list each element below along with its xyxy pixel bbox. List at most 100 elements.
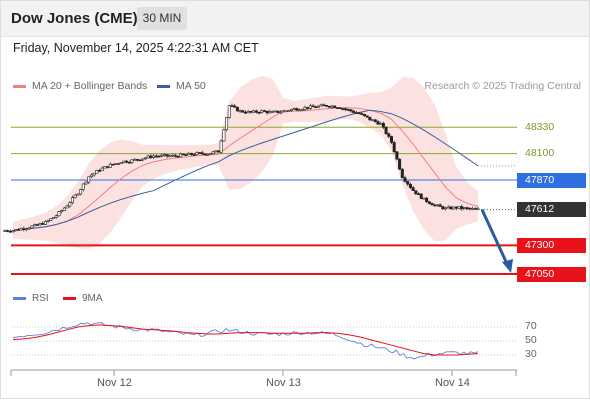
candle-down xyxy=(354,112,358,114)
candle-up xyxy=(208,153,212,155)
candle xyxy=(225,116,229,132)
candle-up xyxy=(211,151,215,154)
candle-up xyxy=(238,110,242,112)
candle xyxy=(16,228,20,231)
candle-up xyxy=(27,227,31,230)
candle xyxy=(84,181,88,186)
candle xyxy=(119,162,123,165)
candle xyxy=(311,103,315,108)
candle xyxy=(95,169,99,174)
candle-down xyxy=(265,110,269,114)
candle xyxy=(273,110,277,113)
candle xyxy=(19,227,23,231)
candle xyxy=(108,162,112,168)
candle xyxy=(227,105,231,119)
candle xyxy=(233,104,237,108)
candle-up xyxy=(95,169,99,174)
candle-down xyxy=(460,206,464,209)
candle-down xyxy=(395,151,399,160)
candle xyxy=(87,176,91,185)
candle-down xyxy=(98,169,102,172)
candle xyxy=(325,105,329,107)
candle-up xyxy=(19,228,23,231)
candle-up xyxy=(119,162,123,165)
candle-up xyxy=(49,218,53,221)
candle xyxy=(57,211,61,217)
candle xyxy=(298,108,302,112)
candle xyxy=(238,109,242,114)
candle-up xyxy=(206,154,210,156)
candle-up xyxy=(92,172,96,176)
candle-down xyxy=(127,161,131,164)
candle-down xyxy=(314,106,318,109)
rsi-level-30: 30 xyxy=(525,348,537,360)
candle xyxy=(403,175,407,183)
candle xyxy=(216,149,220,153)
candle-up xyxy=(146,155,150,159)
candle-down xyxy=(111,163,115,166)
candle xyxy=(46,219,50,223)
candle-down xyxy=(322,104,326,107)
candle-down xyxy=(149,155,153,158)
candle-down xyxy=(408,183,412,188)
candle-up xyxy=(279,111,283,114)
candle xyxy=(181,153,185,156)
timeframe-badge[interactable]: 30 MIN xyxy=(137,7,187,30)
candle-down xyxy=(176,155,180,158)
candle-down xyxy=(465,207,469,209)
candle-up xyxy=(133,159,137,161)
candle xyxy=(22,226,26,232)
candle xyxy=(8,229,12,233)
candle xyxy=(198,152,202,154)
candle xyxy=(392,140,396,153)
candle-down xyxy=(419,193,423,199)
candle xyxy=(79,188,83,196)
candle-down xyxy=(125,160,129,163)
rsi-ma-swatch xyxy=(63,297,76,300)
candle-down xyxy=(230,105,234,107)
candle-down xyxy=(333,105,337,108)
candle-up xyxy=(260,110,264,113)
candle-up xyxy=(160,154,164,157)
candle-up xyxy=(214,150,218,153)
candle xyxy=(195,151,199,156)
candle xyxy=(344,107,348,112)
candle-up xyxy=(292,108,296,110)
candle-down xyxy=(352,110,356,113)
candle xyxy=(460,204,464,211)
candle xyxy=(268,109,272,114)
candle xyxy=(160,153,164,158)
candle xyxy=(219,139,223,154)
candle xyxy=(149,154,153,159)
candle xyxy=(135,159,139,162)
candle-up xyxy=(300,108,304,111)
candle-up xyxy=(316,105,320,108)
candle-down xyxy=(360,113,364,115)
candle xyxy=(138,159,142,162)
candle xyxy=(389,135,393,145)
candle-up xyxy=(298,109,302,112)
candle xyxy=(316,105,320,108)
candle-down xyxy=(244,111,248,114)
candle xyxy=(314,105,318,109)
candle xyxy=(116,162,120,166)
candle-down xyxy=(295,108,299,111)
candle-down xyxy=(392,142,396,153)
candle-down xyxy=(173,154,177,157)
candle xyxy=(192,153,196,156)
candle-down xyxy=(406,181,410,185)
bollinger-bands xyxy=(13,75,478,250)
candle xyxy=(76,193,80,196)
level-label-47870: 47870 xyxy=(517,172,586,188)
candle xyxy=(38,222,42,226)
candle-down xyxy=(184,154,188,156)
candle xyxy=(157,155,161,158)
candle-down xyxy=(376,121,380,125)
rsi-panel xyxy=(11,322,517,360)
candle-up xyxy=(371,119,375,122)
candle xyxy=(373,118,377,123)
level-label-47300: 47300 xyxy=(517,237,586,253)
candle xyxy=(435,204,439,207)
candle xyxy=(365,115,369,118)
